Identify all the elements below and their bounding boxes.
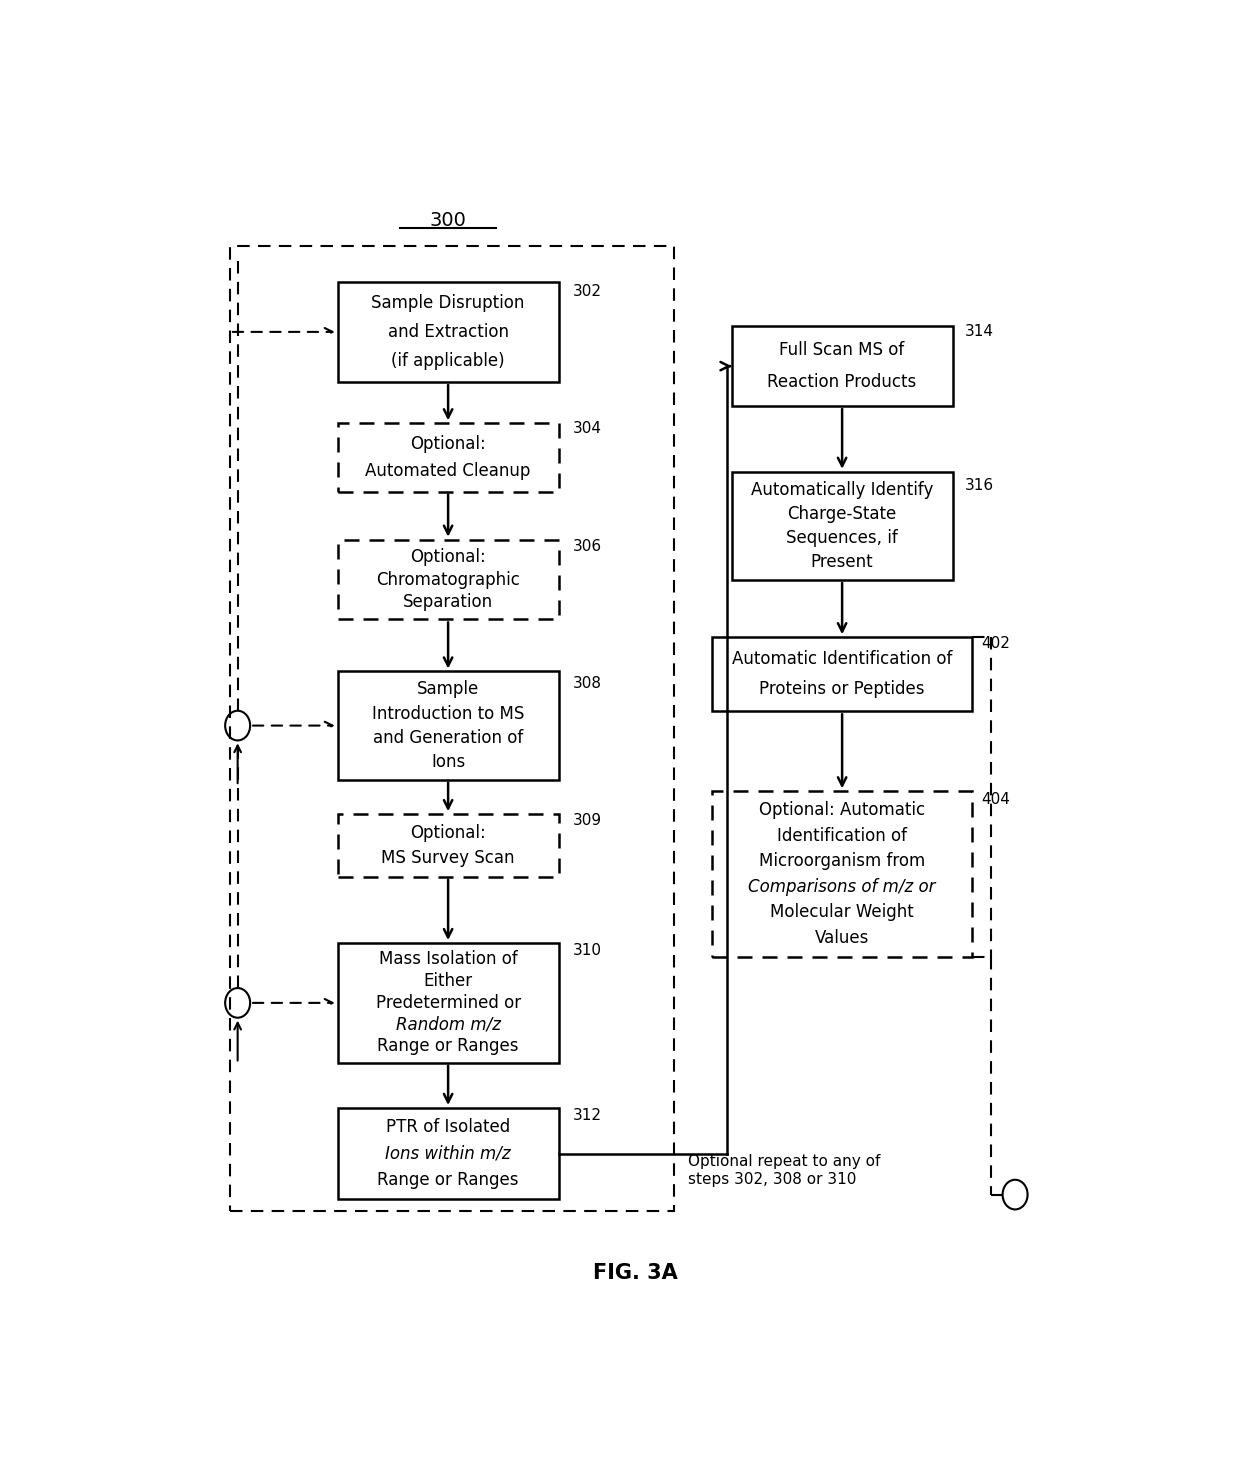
- FancyBboxPatch shape: [337, 943, 559, 1063]
- Text: FIG. 3A: FIG. 3A: [593, 1263, 678, 1283]
- Text: 302: 302: [573, 285, 603, 299]
- FancyBboxPatch shape: [337, 424, 559, 492]
- Text: Optional repeat to any of
steps 302, 308 or 310: Optional repeat to any of steps 302, 308…: [688, 1154, 880, 1187]
- Text: Optional: Automatic: Optional: Automatic: [759, 802, 925, 820]
- Text: Mass Isolation of: Mass Isolation of: [378, 950, 517, 968]
- Text: Sequences, if: Sequences, if: [786, 529, 898, 547]
- Text: Proteins or Peptides: Proteins or Peptides: [759, 680, 925, 698]
- Text: Sample Disruption: Sample Disruption: [372, 295, 525, 313]
- Text: Separation: Separation: [403, 593, 494, 612]
- Text: Present: Present: [811, 553, 873, 571]
- FancyBboxPatch shape: [712, 791, 972, 957]
- FancyBboxPatch shape: [337, 814, 559, 877]
- Text: and Generation of: and Generation of: [373, 729, 523, 747]
- Text: Introduction to MS: Introduction to MS: [372, 704, 525, 723]
- Text: PTR of Isolated: PTR of Isolated: [386, 1119, 510, 1137]
- Text: MS Survey Scan: MS Survey Scan: [382, 849, 515, 867]
- Text: Optional:: Optional:: [410, 824, 486, 842]
- Text: Reaction Products: Reaction Products: [768, 373, 916, 391]
- Text: 309: 309: [573, 812, 603, 828]
- Text: Sample: Sample: [417, 680, 479, 698]
- FancyBboxPatch shape: [712, 637, 972, 711]
- FancyBboxPatch shape: [337, 1109, 559, 1199]
- FancyBboxPatch shape: [337, 539, 559, 619]
- Text: Range or Ranges: Range or Ranges: [377, 1171, 518, 1189]
- Text: Comparisons of m/z or: Comparisons of m/z or: [749, 877, 936, 895]
- Text: (if applicable): (if applicable): [392, 351, 505, 369]
- Text: Random m/z: Random m/z: [396, 1015, 501, 1033]
- Text: Chromatographic: Chromatographic: [376, 571, 520, 588]
- Text: Molecular Weight: Molecular Weight: [770, 903, 914, 922]
- Text: 308: 308: [573, 676, 603, 691]
- Text: Values: Values: [815, 929, 869, 947]
- Text: 316: 316: [965, 479, 994, 494]
- Text: Identification of: Identification of: [777, 827, 908, 845]
- Text: 300: 300: [430, 210, 466, 230]
- Text: 306: 306: [573, 539, 603, 554]
- Text: 304: 304: [573, 421, 603, 436]
- FancyBboxPatch shape: [337, 671, 559, 780]
- Text: 314: 314: [965, 325, 994, 339]
- FancyBboxPatch shape: [732, 326, 952, 406]
- Text: 312: 312: [573, 1109, 603, 1123]
- Text: Optional:: Optional:: [410, 548, 486, 566]
- Text: 404: 404: [982, 793, 1011, 808]
- Text: Ions: Ions: [432, 753, 465, 771]
- Text: and Extraction: and Extraction: [388, 323, 508, 341]
- Text: 310: 310: [573, 943, 603, 957]
- Text: Optional:: Optional:: [410, 434, 486, 452]
- Text: Microorganism from: Microorganism from: [759, 852, 925, 870]
- Text: Full Scan MS of: Full Scan MS of: [780, 341, 905, 359]
- Text: 402: 402: [982, 636, 1011, 651]
- FancyBboxPatch shape: [337, 282, 559, 382]
- Text: Either: Either: [424, 972, 472, 990]
- Text: Range or Ranges: Range or Ranges: [377, 1037, 518, 1055]
- Text: Automatic Identification of: Automatic Identification of: [732, 651, 952, 668]
- Text: Automated Cleanup: Automated Cleanup: [366, 462, 531, 480]
- Text: Ions within m/z: Ions within m/z: [386, 1144, 511, 1162]
- Text: Charge-State: Charge-State: [787, 505, 897, 523]
- Text: Automatically Identify: Automatically Identify: [751, 480, 934, 499]
- Text: Predetermined or: Predetermined or: [376, 994, 521, 1012]
- FancyBboxPatch shape: [732, 471, 952, 579]
